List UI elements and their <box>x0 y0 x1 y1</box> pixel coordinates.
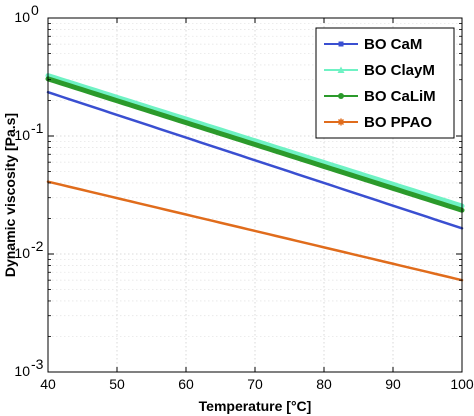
x-tick-label: 60 <box>178 376 194 392</box>
legend-marker <box>338 93 344 99</box>
y-tick-label: 10 <box>14 9 30 25</box>
y-tick-exponent: -1 <box>31 120 44 136</box>
y-tick-label: 10 <box>14 363 30 379</box>
x-tick-label: 50 <box>109 376 125 392</box>
series-lines <box>45 73 465 282</box>
y-tick-label: 10 <box>14 127 30 143</box>
x-tick-label: 70 <box>247 376 263 392</box>
legend-label: BO CaLiM <box>364 88 436 105</box>
x-tick-label: 100 <box>450 376 474 392</box>
x-axis-title: Temperature [°C] <box>199 398 312 414</box>
y-axis-title: Dynamic viscosity [Pa.s] <box>2 113 18 277</box>
x-tick-label: 40 <box>40 376 56 392</box>
y-tick-exponent: -3 <box>31 356 44 372</box>
legend-label: BO ClayM <box>364 62 435 79</box>
series-line-3 <box>45 76 465 213</box>
series-line-4 <box>46 180 464 282</box>
legend: BO CaM BO ClayM BO CaLiM BO PPAO <box>315 27 455 139</box>
x-axis-ticks: 40 50 60 70 80 90 100 <box>40 18 474 392</box>
x-tick-label: 90 <box>385 376 401 392</box>
y-tick-label: 10 <box>14 245 30 261</box>
legend-marker <box>337 118 345 126</box>
x-tick-label: 80 <box>316 376 332 392</box>
legend-marker <box>337 66 345 73</box>
legend-label: BO PPAO <box>364 114 432 131</box>
series-line-2 <box>45 73 465 209</box>
series-line-1 <box>46 90 464 230</box>
legend-marker <box>338 41 344 47</box>
legend-label: BO CaM <box>364 36 422 53</box>
y-tick-exponent: 0 <box>31 2 39 18</box>
y-tick-exponent: -2 <box>31 238 44 254</box>
